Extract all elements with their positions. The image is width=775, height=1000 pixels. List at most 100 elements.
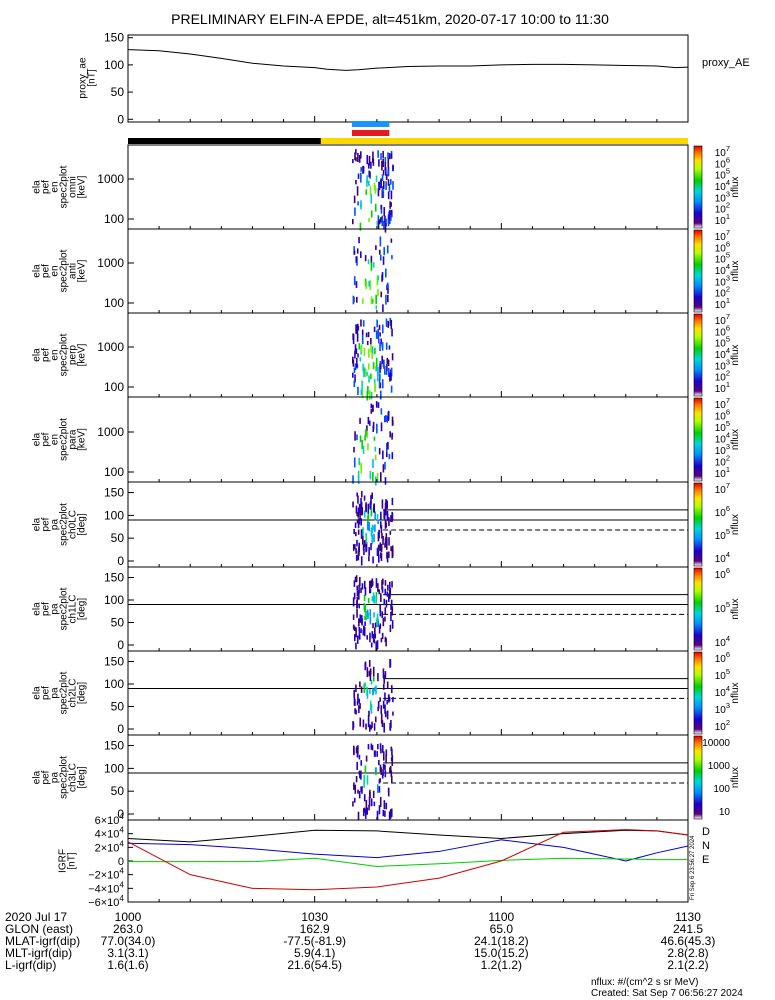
en-spec-perp-cell	[367, 331, 370, 338]
pa-spec-ch1-frame	[127, 566, 689, 652]
en-spec-anti-frame	[127, 228, 689, 314]
pa-spec-ch0-colorbar-tick: 106	[715, 504, 730, 519]
en-spec-anti-zlabel: nflux	[730, 260, 741, 281]
en-spec-para-colorbar-tick: 107	[715, 396, 730, 411]
pa-spec-ch1-cell	[384, 580, 387, 586]
en-spec-perp-cell	[356, 333, 359, 342]
pa-spec-ch3-cell	[366, 807, 369, 815]
en-spec-perp-cell	[370, 373, 372, 380]
en-spec-omni-cell	[372, 151, 374, 162]
en-spec-anti-cell	[356, 296, 358, 303]
pa-spec-ch0-cell	[368, 556, 370, 562]
pa-spec-ch3-cell	[376, 810, 379, 821]
pa-spec-ch1-cell	[353, 580, 356, 587]
en-spec-omni-cell	[357, 152, 359, 162]
pa-spec-ch2-cell	[366, 667, 369, 678]
pa-spec-ch2-cell	[380, 713, 383, 724]
pa-spec-ch3-ytick-label: 0	[117, 807, 124, 821]
pa-spec-ch0-colorbar-tick: 107	[715, 481, 730, 496]
pa-spec-ch2-cell	[368, 710, 370, 717]
pa-spec-ch0-cell	[382, 535, 384, 540]
pa-spec-ch0-cell	[386, 551, 388, 558]
pa-spec-ch2-cell	[379, 697, 381, 702]
pa-spec-ch0-cell	[372, 556, 374, 564]
pa-spec-ch0-cell	[367, 503, 370, 514]
pa-spec-ch1-cell	[358, 634, 361, 640]
en-spec-anti-ylabel-line: ela	[32, 264, 43, 278]
pa-spec-ch0-cell	[380, 525, 383, 534]
en-spec-omni-cell	[366, 179, 368, 187]
pa-spec-ch3-cell	[381, 744, 384, 753]
pa-spec-ch0-cell	[360, 529, 363, 539]
pa-spec-ch0-cell	[360, 508, 363, 516]
pa-spec-ch0-cell	[365, 532, 367, 538]
en-spec-perp-cell	[367, 363, 370, 370]
pa-spec-ch1-cell	[379, 609, 382, 617]
pa-spec-ch2-cell	[386, 699, 388, 705]
en-spec-omni-cell	[381, 189, 384, 198]
pa-spec-ch2-colorbar-tick: 103	[715, 701, 730, 716]
pa-spec-ch1-cell	[390, 599, 393, 610]
pa-spec-ch1-cell	[372, 623, 374, 629]
pa-spec-ch1-ytick-label: 50	[111, 616, 125, 630]
en-spec-para-colorbar-tick: 104	[715, 431, 730, 446]
pa-spec-ch0-cell	[356, 519, 359, 524]
en-spec-omni-cell	[384, 223, 387, 233]
en-spec-omni-cell	[359, 222, 362, 231]
pa-spec-ch1-cell	[363, 615, 366, 620]
en-spec-perp-ylabel-line: perp	[68, 345, 79, 365]
en-spec-anti-colorbar-tick: 105	[715, 251, 730, 266]
pa-spec-ch1-cell	[384, 616, 386, 622]
en-spec-anti-cell	[377, 276, 380, 281]
pa-spec-ch1-ylabel-line: ch1LC	[68, 595, 79, 624]
pa-spec-ch2-cell	[373, 723, 376, 731]
pa-spec-ch2-cell	[362, 719, 365, 728]
en-spec-omni-cell	[392, 164, 394, 172]
pa-spec-ch2-ylabel-line: ela	[32, 686, 43, 700]
en-spec-omni-cell	[378, 159, 380, 167]
pa-spec-ch2-cell	[388, 696, 391, 702]
pa-spec-ch3-cell	[390, 746, 393, 751]
pa-spec-ch0-cell	[359, 506, 361, 515]
status-segment	[320, 138, 688, 144]
ephemeris-label: L-igrf(dip)	[5, 958, 56, 972]
pa-spec-ch3-cell	[356, 761, 358, 771]
en-spec-omni-cell	[387, 169, 389, 177]
en-spec-omni-colorbar-tick: 106	[715, 155, 730, 170]
en-spec-para-cell	[386, 415, 389, 423]
en-spec-perp-cell	[367, 385, 369, 395]
en-spec-anti-colorbar-tick: 101	[715, 296, 730, 311]
en-spec-anti-cell	[362, 298, 364, 305]
pa-spec-ch2-cell	[377, 701, 380, 709]
pa-spec-ch3-ylabel-line: pef	[41, 770, 52, 784]
en-spec-omni-ylabel-line: pef	[41, 180, 52, 194]
pa-spec-ch2-colorbar-tick: 104	[715, 684, 730, 699]
pa-spec-ch3-cell	[370, 743, 373, 750]
pa-spec-ch1-cell	[371, 596, 374, 602]
pa-spec-ch3-cell	[380, 767, 383, 775]
pa-spec-ch0-cell	[385, 537, 388, 543]
pa-spec-ch1-cell	[364, 606, 366, 613]
en-spec-para-cell	[358, 457, 360, 466]
pa-spec-ch1-cell	[378, 625, 381, 634]
x-axis-tick-label: 1000	[115, 910, 142, 924]
pa-spec-ch2-cell	[368, 659, 371, 667]
en-spec-omni-cell	[377, 188, 380, 197]
pa-spec-ch1-zlabel: nflux	[730, 598, 741, 619]
ephemeris-value: 2.8(2.8)	[667, 946, 708, 960]
en-spec-perp-frame	[127, 312, 689, 398]
pa-spec-ch3-cell	[385, 802, 388, 810]
en-spec-anti-cell	[387, 284, 389, 294]
en-spec-para-cell	[353, 446, 355, 453]
en-spec-perp-cell	[378, 324, 381, 330]
proxy-ae-ylabel-line: [nT]	[87, 69, 98, 86]
pa-spec-ch0-cell	[357, 495, 359, 504]
pa-spec-ch1-cell	[356, 635, 359, 644]
pa-spec-ch1-cell	[387, 593, 390, 602]
pa-spec-ch0-cell	[355, 532, 357, 537]
en-spec-omni-cell	[355, 179, 357, 185]
pa-spec-ch2-colorbar	[693, 651, 703, 735]
pa-spec-ch1-cell	[359, 614, 362, 623]
pa-spec-ch1-ytick-label: 100	[104, 593, 124, 607]
